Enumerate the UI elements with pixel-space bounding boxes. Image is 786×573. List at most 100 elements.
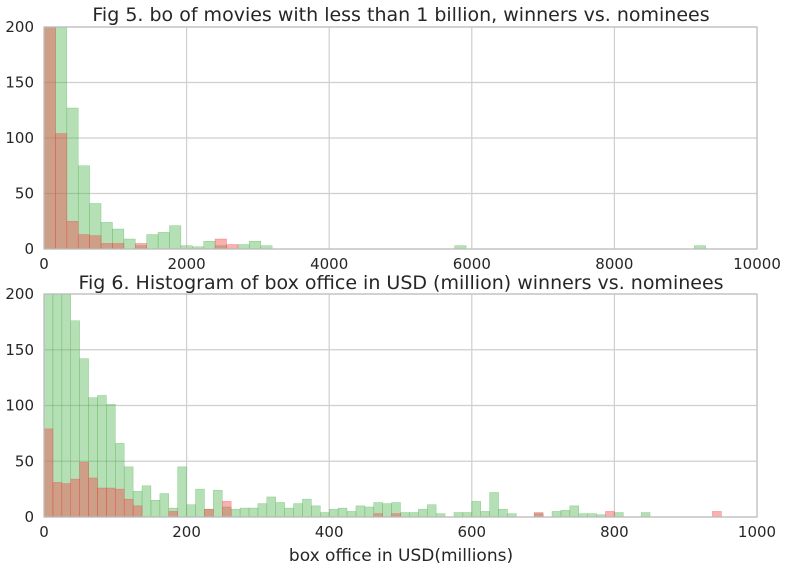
x-tick-label: 1000: [738, 523, 776, 541]
histogram-bar: [237, 244, 250, 250]
histogram-bar: [346, 511, 357, 518]
histogram-bar: [55, 133, 68, 250]
y-tick-label: 200: [5, 285, 34, 303]
x-tick-label: 2000: [168, 255, 206, 273]
x-tick-label: 6000: [453, 255, 491, 273]
histogram-bar: [230, 508, 241, 518]
y-tick-label: 0: [24, 508, 34, 526]
histogram-bar: [52, 482, 63, 518]
histogram-bar: [302, 498, 312, 518]
histogram-bar: [533, 512, 544, 518]
histogram-bar: [614, 512, 624, 518]
histogram-bar: [61, 483, 71, 518]
histogram-bar: [489, 492, 499, 518]
histogram-bar: [222, 501, 232, 518]
histogram-bar: [195, 488, 205, 518]
y-tick-label: 150: [5, 341, 34, 359]
plot-frame: [43, 293, 758, 518]
x-tick-label: 800: [600, 523, 629, 541]
x-tick-label: 600: [457, 523, 486, 541]
histogram-bar: [213, 489, 223, 518]
histogram-bar: [382, 503, 392, 518]
histogram-bar: [123, 498, 134, 518]
y-tick-label: 100: [5, 129, 34, 147]
histogram-bar: [168, 511, 178, 518]
histogram-bar: [135, 243, 147, 250]
x-tick-label: 10000: [733, 255, 781, 273]
y-tick-label: 0: [24, 240, 34, 258]
y-tick-label: 100: [5, 397, 34, 415]
histogram-bar: [569, 505, 580, 518]
histogram-bar: [284, 507, 294, 518]
histogram-bar: [409, 512, 419, 518]
chart-1-panel: 0 2000 4000 6000 8000 10000 0 50 100 150 200: [5, 18, 781, 273]
histogram-bar: [132, 505, 143, 518]
histogram-bar: [203, 240, 216, 250]
histogram-bar: [551, 511, 562, 518]
histogram-bar: [186, 504, 196, 518]
histogram-bar: [157, 232, 170, 250]
histogram-bar: [560, 510, 571, 518]
histogram-bar: [320, 512, 330, 518]
histogram-bar: [88, 477, 98, 518]
histogram-bar: [177, 466, 187, 518]
x-tick-label: 4000: [310, 255, 348, 273]
x-tick-label: 8000: [595, 255, 633, 273]
histogram-bar: [275, 502, 285, 518]
histogram-bar: [159, 493, 170, 518]
y-tick-label: 150: [5, 74, 34, 92]
histogram-bar: [226, 244, 239, 250]
histogram-bar: [462, 512, 473, 518]
histogram-bar: [150, 500, 161, 518]
chart-2-panel: 0 200 400 600 800 1000 0 50 100 150 200: [5, 285, 776, 541]
histogram-bar: [266, 496, 276, 518]
plot-frame: [43, 26, 758, 250]
histogram-bar: [400, 512, 410, 518]
histogram-bar: [169, 225, 182, 250]
histogram-bar: [106, 487, 116, 518]
histogram-bar: [248, 507, 259, 518]
histogram-bar: [77, 234, 90, 250]
chart-2-title: Fig 6. Histogram of box office in USD (m…: [78, 272, 723, 294]
histogram-bar: [418, 508, 428, 518]
y-tick-label: 50: [15, 452, 34, 470]
x-tick-label: 400: [315, 523, 344, 541]
y-tick-label: 200: [5, 18, 34, 36]
histogram-bar: [204, 508, 214, 518]
histogram-bar: [426, 504, 437, 518]
histogram-bar: [97, 487, 107, 518]
x-tick-label: 200: [172, 523, 201, 541]
histogram-bar: [640, 512, 651, 518]
histogram-bar: [337, 507, 348, 518]
chart-2-x-axis-label: box office in USD(millions): [289, 546, 513, 566]
histogram-bar: [70, 478, 80, 518]
x-tick-label: 0: [39, 523, 49, 541]
histogram-bar: [115, 488, 125, 518]
histogram-bar: [605, 511, 615, 518]
histogram-bar: [480, 511, 490, 518]
histogram-bar: [364, 506, 375, 518]
histogram-bar: [328, 508, 339, 518]
histogram-bar: [66, 221, 79, 250]
histogram-bar: [141, 485, 152, 518]
histogram-bar: [100, 243, 113, 250]
histogram-bar: [43, 26, 56, 250]
histogram-bar: [146, 234, 159, 250]
histogram-bar: [123, 238, 136, 250]
histogram-bar: [214, 238, 227, 250]
histogram-bar: [311, 505, 321, 518]
histogram-bar: [498, 508, 508, 518]
histogram-bar: [249, 240, 262, 250]
chart-1-title: Fig 5. bo of movies with less than 1 bil…: [92, 4, 709, 26]
histogram-bar: [453, 512, 464, 518]
histogram-bar: [355, 505, 366, 518]
histogram-bar: [239, 507, 250, 518]
histogram-bar: [112, 243, 125, 250]
histogram-bar: [293, 503, 303, 518]
histogram-bar: [257, 503, 268, 518]
x-tick-label: 0: [39, 255, 49, 273]
y-tick-label: 50: [15, 185, 34, 203]
histogram-bar: [89, 235, 102, 250]
histogram-bar: [471, 501, 481, 518]
